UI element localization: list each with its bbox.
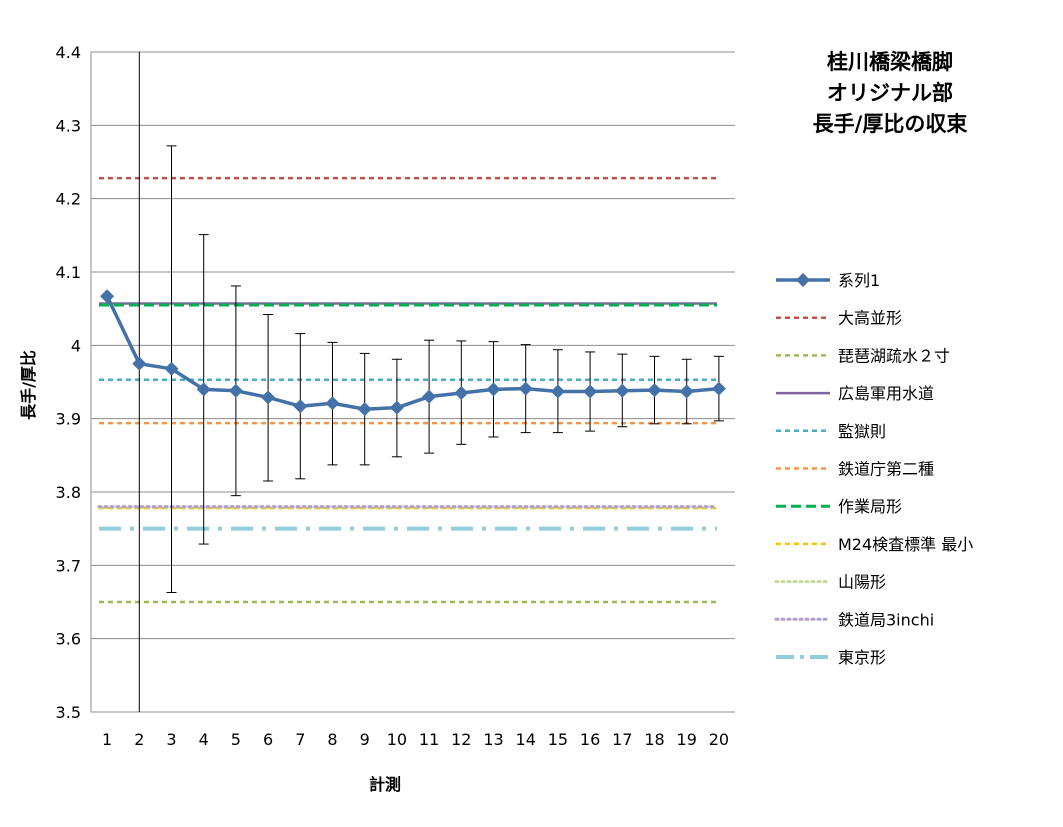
y-tick-label: 3.7	[56, 556, 81, 575]
x-tick-label: 16	[580, 730, 600, 749]
legend-label: 広島軍用水道	[838, 384, 934, 403]
legend-label: 監獄則	[838, 422, 886, 441]
data-point	[711, 381, 726, 396]
data-point	[132, 356, 147, 371]
data-point	[100, 289, 115, 304]
x-tick-label: 10	[387, 730, 407, 749]
x-tick-label: 13	[483, 730, 503, 749]
legend-label: 鉄道局3inchi	[838, 610, 934, 629]
data-point	[550, 384, 565, 399]
data-point	[389, 400, 404, 415]
legend-label: 山陽形	[838, 573, 886, 592]
data-point	[325, 396, 340, 411]
y-tick-label: 3.6	[56, 630, 81, 649]
x-tick-label: 4	[199, 730, 209, 749]
x-tick-label: 6	[263, 730, 273, 749]
data-point	[518, 381, 533, 396]
data-point	[679, 384, 694, 399]
legend-marker	[796, 273, 810, 287]
x-tick-label: 19	[677, 730, 697, 749]
legend-label: 作業局形	[838, 497, 902, 516]
data-point	[583, 384, 598, 399]
x-tick-label: 1	[102, 730, 112, 749]
data-point	[164, 361, 179, 376]
data-point	[615, 383, 630, 398]
x-tick-label: 15	[548, 730, 568, 749]
y-tick-label: 4	[71, 336, 81, 355]
y-tick-label: 3.8	[56, 483, 81, 502]
legend-label: 大高並形	[838, 309, 902, 328]
y-tick-label: 4.3	[56, 116, 81, 135]
legend-label: 鉄道庁第二種	[838, 460, 934, 479]
y-tick-label: 3.9	[56, 410, 81, 429]
x-tick-label: 2	[134, 730, 144, 749]
data-point	[196, 382, 211, 397]
y-tick-label: 3.5	[56, 703, 81, 722]
x-tick-label: 14	[516, 730, 536, 749]
x-tick-label: 18	[644, 730, 664, 749]
x-tick-label: 17	[612, 730, 632, 749]
x-tick-label: 7	[295, 730, 305, 749]
y-tick-label: 4.2	[56, 190, 81, 209]
data-point	[422, 389, 437, 404]
data-point	[486, 382, 501, 397]
x-tick-label: 8	[327, 730, 337, 749]
x-tick-label: 11	[419, 730, 439, 749]
chart-title-line: 桂川橋梁橋脚	[826, 50, 953, 74]
data-point	[647, 383, 662, 398]
data-point	[228, 383, 243, 398]
chart-title-line: 長手/厚比の収束	[813, 112, 969, 136]
x-tick-label: 9	[360, 730, 370, 749]
legend-label: 琵琶湖疏水２寸	[838, 346, 950, 365]
data-point	[261, 390, 276, 405]
x-axis-title: 計測	[369, 775, 401, 794]
y-axis-title: 長手/厚比	[19, 350, 38, 420]
legend-label: M24検査標準 最小	[838, 535, 973, 554]
x-tick-label: 12	[451, 730, 471, 749]
chart-title-line: オリジナル部	[827, 81, 953, 105]
legend-label: 東京形	[838, 648, 886, 667]
x-tick-label: 3	[166, 730, 176, 749]
x-tick-label: 20	[709, 730, 729, 749]
data-point	[454, 386, 469, 400]
y-tick-label: 4.4	[56, 43, 81, 62]
data-point	[293, 399, 308, 414]
data-point	[357, 402, 372, 417]
y-tick-label: 4.1	[56, 263, 81, 282]
x-tick-label: 5	[231, 730, 241, 749]
legend-label: 系列1	[838, 271, 880, 290]
